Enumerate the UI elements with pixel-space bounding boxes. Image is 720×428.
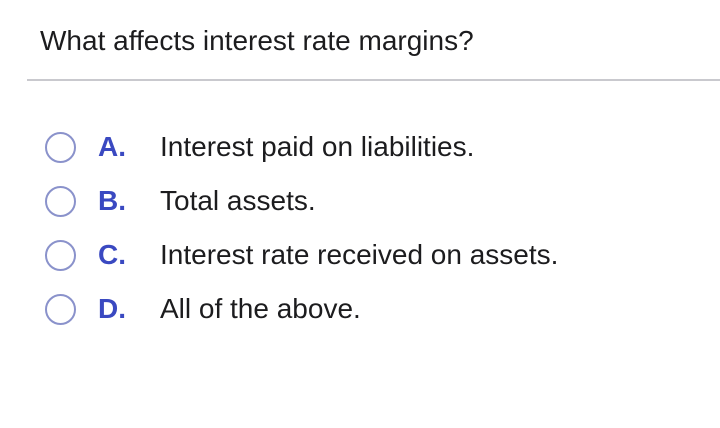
radio-button-a[interactable] xyxy=(45,131,76,163)
option-row-b[interactable]: B. Total assets. xyxy=(45,185,720,217)
option-label-c: Interest rate received on assets. xyxy=(160,239,559,270)
option-letter-d: D. xyxy=(98,293,126,324)
question-divider xyxy=(27,79,720,81)
option-row-c[interactable]: C. Interest rate received on assets. xyxy=(45,239,720,271)
option-letter-c: C. xyxy=(98,239,126,270)
option-letter-b: B. xyxy=(98,185,126,216)
radio-button-c[interactable] xyxy=(45,239,76,271)
option-letter-a: A. xyxy=(98,131,126,162)
option-label-d: All of the above. xyxy=(160,293,361,324)
radio-button-b[interactable] xyxy=(45,185,76,217)
option-row-a[interactable]: A. Interest paid on liabilities. xyxy=(45,131,720,163)
option-row-d[interactable]: D. All of the above. xyxy=(45,293,720,325)
radio-button-d[interactable] xyxy=(45,293,76,325)
question-text: What affects interest rate margins? xyxy=(40,25,474,56)
option-label-b: Total assets. xyxy=(160,185,316,216)
option-label-a: Interest paid on liabilities. xyxy=(160,131,475,162)
options-list: A. Interest paid on liabilities. B. Tota… xyxy=(45,131,720,325)
